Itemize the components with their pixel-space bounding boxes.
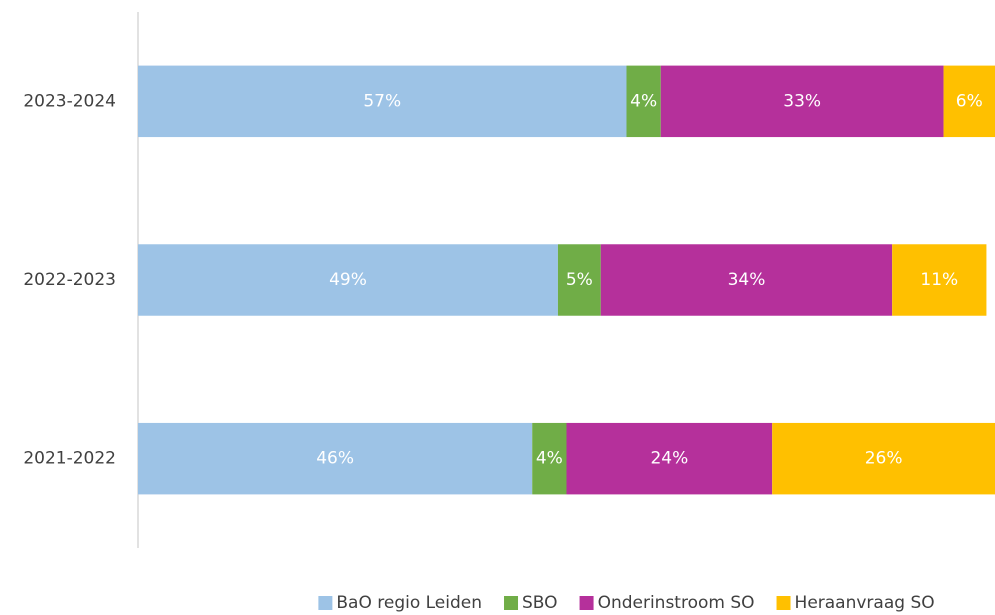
legend-label: Onderinstroom SO — [598, 593, 755, 613]
data-label: 4% — [630, 91, 657, 111]
legend-swatch — [776, 596, 791, 610]
bar-segment — [557, 244, 601, 316]
legend-label: SBO — [522, 593, 558, 613]
data-label: 5% — [566, 270, 593, 290]
bar-segment — [138, 422, 533, 495]
bar-segment — [566, 422, 773, 495]
legend-label: Heraanvraag SO — [795, 593, 935, 613]
data-label: 11% — [920, 270, 958, 290]
bar-segment — [138, 244, 558, 316]
bar-segment — [600, 244, 893, 316]
bar-segment — [660, 65, 944, 138]
data-label: 33% — [783, 91, 821, 111]
y-tick-label: 2021-2022 — [23, 449, 116, 469]
bar-segment — [532, 422, 567, 495]
bar-segment — [626, 65, 661, 138]
legend-swatch — [579, 596, 594, 610]
y-tick-label: 2023-2024 — [23, 91, 116, 111]
y-tick-label: 2022-2023 — [23, 270, 116, 290]
bar-segment — [138, 65, 627, 138]
data-label: 24% — [650, 449, 688, 469]
data-label: 46% — [316, 449, 354, 469]
bar-segment — [892, 244, 987, 316]
bar-segment — [772, 422, 995, 495]
legend-swatch — [318, 596, 333, 610]
data-label: 6% — [956, 91, 983, 111]
legend-label: BaO regio Leiden — [336, 593, 482, 613]
data-label: 49% — [329, 270, 367, 290]
data-label: 26% — [865, 449, 903, 469]
data-label: 4% — [536, 449, 563, 469]
data-label: 57% — [363, 91, 401, 111]
data-label: 34% — [728, 270, 766, 290]
bar-segment — [943, 65, 995, 138]
legend-swatch — [504, 596, 519, 610]
